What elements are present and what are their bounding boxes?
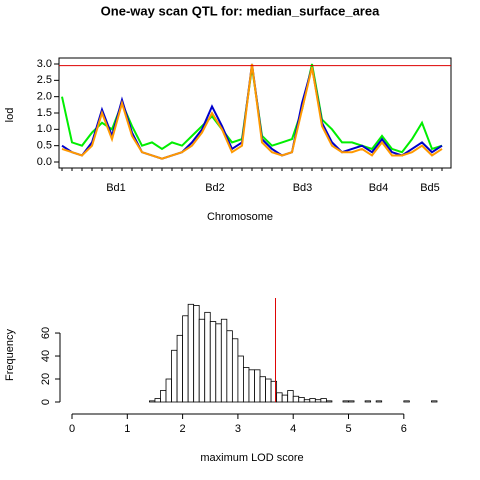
histogram-bar: [303, 399, 311, 403]
histogram-bar: [325, 400, 333, 403]
chromosome-label: Bd3: [293, 182, 313, 194]
chromosome-label: Bd2: [205, 182, 225, 194]
histogram-bar: [165, 378, 172, 403]
x-tick-label: 0: [69, 423, 75, 435]
histogram-bar: [314, 399, 322, 403]
y-tick-label: 40: [40, 350, 52, 362]
histogram-bar: [204, 311, 211, 403]
lod-line: [61, 63, 443, 160]
x-tick-label: 3: [235, 423, 241, 435]
histogram-bar: [309, 398, 316, 403]
histogram-bar: [226, 330, 233, 403]
histogram-bar: [364, 400, 372, 403]
histogram-bar: [215, 323, 222, 403]
chromosome-label: Bd5: [420, 182, 440, 194]
y-tick-label: 2.5: [37, 74, 52, 86]
y-tick-label: 2.0: [37, 91, 52, 103]
histogram-bar: [160, 390, 167, 403]
histogram-bar: [149, 400, 156, 403]
y-tick-label: 0.0: [37, 156, 52, 168]
histogram-bar: [243, 367, 250, 403]
y-tick-label: 0.5: [37, 140, 52, 152]
histogram-bar: [176, 334, 184, 403]
histogram-bar: [209, 321, 217, 403]
y-tick-label: 60: [40, 327, 52, 339]
histogram-bar: [298, 397, 305, 403]
histogram-bar: [320, 398, 327, 403]
histogram-bar: [187, 303, 195, 403]
histogram-bar: [375, 400, 383, 403]
y-tick-label: 20: [40, 373, 52, 385]
x-tick-label: 1: [124, 423, 130, 435]
histogram-bar: [403, 400, 410, 403]
histogram-bar: [237, 355, 244, 403]
histogram-bar: [281, 394, 289, 403]
x-tick-label: 6: [401, 423, 407, 435]
y-tick-label: 1.5: [37, 107, 52, 119]
histogram-bar: [193, 305, 200, 403]
histogram-bar: [342, 400, 349, 403]
chromosome-label: Bd4: [369, 182, 389, 194]
y-tick-label: 1.0: [37, 123, 52, 135]
y-tick-label: 3.0: [37, 58, 52, 70]
histogram-bar: [431, 400, 438, 403]
x-tick-label: 4: [290, 423, 296, 435]
x-axis-label: maximum LOD score: [200, 452, 303, 464]
y-axis-label: lod: [4, 108, 16, 123]
histogram-bar: [348, 400, 355, 403]
histogram-bar: [171, 349, 178, 403]
histogram-bar: [259, 376, 266, 403]
chart-title: One-way scan QTL for: median_surface_are…: [101, 3, 380, 18]
histogram-bar: [231, 338, 239, 403]
histogram-bar: [182, 315, 189, 403]
histogram-bar: [220, 318, 228, 403]
histogram-bar: [276, 392, 283, 403]
histogram-bar: [254, 369, 261, 403]
x-tick-label: 2: [180, 423, 186, 435]
histogram-bar: [270, 380, 278, 403]
histogram-bar: [265, 378, 272, 403]
histogram-bar: [287, 390, 294, 403]
y-tick-label: 0: [40, 399, 52, 405]
y-axis-label: Frequency: [4, 329, 16, 381]
x-tick-label: 5: [345, 423, 351, 435]
histogram-bar: [154, 398, 161, 403]
histogram-bar: [292, 395, 300, 403]
histogram-bar: [248, 369, 255, 403]
chromosome-label: Bd1: [106, 182, 126, 194]
x-axis-label: Chromosome: [207, 211, 273, 223]
histogram-bar: [198, 318, 206, 403]
